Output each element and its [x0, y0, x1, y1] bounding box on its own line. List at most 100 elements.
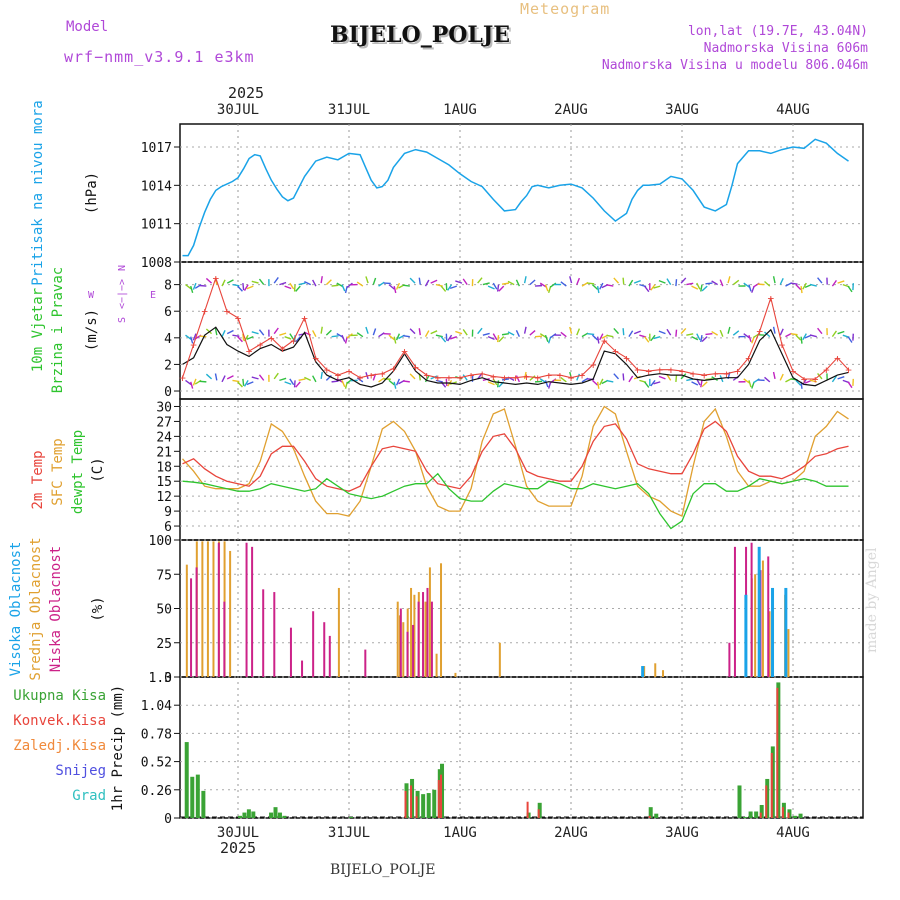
y-tick-label: 25 [156, 637, 172, 652]
high-cloud-bar [771, 587, 775, 677]
wind-arrow [587, 332, 595, 336]
wind-arrow [772, 326, 776, 334]
wind-arrow [779, 277, 784, 285]
mid-cloud-bar [654, 663, 657, 677]
wind-arrow [393, 381, 397, 389]
wind-arrow [496, 335, 500, 343]
wind-arrow [772, 371, 776, 380]
wind-arrow [691, 381, 699, 386]
y-tick-label: 21 [156, 445, 172, 460]
low-cloud-bar [412, 624, 415, 677]
wind-arrow [628, 330, 634, 338]
gust-marker: + [534, 372, 541, 385]
mid-cloud-bar [498, 642, 501, 677]
y-tick-label: 4 [164, 332, 172, 347]
wind-arrow [430, 375, 438, 380]
wind-arrow [653, 285, 661, 289]
day-label-bottom: 2AUG [554, 825, 588, 841]
low-cloud-bar [323, 622, 326, 677]
wind-arrow [295, 381, 301, 388]
wind-arrow [732, 279, 740, 286]
wind-arrow [440, 285, 447, 292]
wind-arrow [581, 377, 589, 383]
cloud-ylabel-high: Visoka Oblacnost [8, 542, 24, 677]
mid-cloud-bar [206, 541, 209, 677]
wind-arrow [449, 335, 458, 340]
convective-precip-bar [437, 780, 440, 818]
wind-arrow [273, 277, 279, 284]
total-precip-bar [277, 812, 282, 818]
wind-arrow [599, 378, 604, 386]
wind-arrow [705, 282, 713, 285]
wind-arrow [251, 376, 259, 380]
y-tick-label: 100 [149, 534, 172, 549]
y-tick-label: 1.3 [149, 671, 172, 686]
mid-cloud-bar [201, 541, 204, 677]
wind-arrow [304, 376, 312, 382]
wind-arrow [831, 279, 837, 287]
wind-arrow [613, 277, 620, 284]
y-tick-label: 18 [156, 460, 172, 475]
wind-arrow [279, 332, 287, 336]
wind-arrow [378, 281, 385, 287]
wind-arrow [748, 284, 752, 292]
wind-arrow [418, 277, 421, 285]
low-cloud-bar [195, 567, 198, 677]
wind-gust-line [181, 276, 849, 380]
wind-arrow [569, 276, 573, 284]
wind-arrow [523, 326, 527, 334]
wind-arrow [492, 333, 498, 341]
convective-precip-bar [781, 807, 784, 818]
page-title: BIJELO_POLJE [330, 22, 511, 48]
wind-arrow [402, 380, 410, 383]
total-precip-bar [282, 815, 287, 818]
gust-marker: + [434, 372, 441, 385]
model-label: Model [66, 19, 109, 35]
total-precip-bar [654, 813, 659, 818]
y-tick-label: 15 [156, 475, 172, 490]
wind-arrow [498, 285, 505, 292]
wind-arrow [312, 279, 317, 287]
wind-arrow [802, 333, 807, 341]
wind-arrow [402, 284, 410, 287]
gust-marker: + [212, 272, 219, 285]
wind-arrow [560, 377, 567, 383]
wind-arrow [650, 379, 656, 387]
wind-arrow [764, 280, 771, 287]
wind-arrow [192, 378, 197, 386]
wind-arrow [599, 333, 604, 341]
gust-marker: + [423, 369, 430, 382]
mid-cloud-bar [428, 567, 431, 677]
wind-arrow [691, 336, 699, 341]
low-cloud-bar [733, 546, 736, 677]
wind-arrow [680, 327, 687, 335]
wind-arrow [320, 326, 323, 334]
y-tick-label: 0.26 [141, 784, 172, 799]
gust-marker: + [668, 364, 675, 377]
y-tick-label: 0.78 [141, 727, 172, 742]
mid-cloud-bar [410, 587, 413, 677]
total-precip-bar [793, 815, 797, 818]
wind-arrow [809, 334, 817, 338]
wind-arrow [507, 280, 515, 286]
wind-arrow [507, 331, 515, 336]
gust-marker: + [779, 338, 786, 351]
gust-marker: + [368, 369, 375, 382]
wind-arrow [409, 277, 416, 284]
mid-cloud-bar [435, 653, 438, 677]
wind-arrow [284, 335, 292, 340]
wind-arrow [847, 381, 853, 389]
day-label-top: 2AUG [554, 102, 588, 118]
precip-legend-snow: Snijeg [55, 763, 106, 779]
wind-arrow [779, 373, 784, 381]
gust-marker: + [712, 368, 719, 381]
wind-arrow [221, 375, 226, 383]
low-cloud-bar [767, 556, 770, 677]
wind-arrow [447, 284, 453, 291]
wind-arrow [237, 336, 243, 343]
wind-arrow [576, 373, 581, 381]
wind-arrow [599, 282, 604, 290]
total-precip-bar [238, 815, 242, 818]
gust-marker: + [745, 352, 752, 365]
wind-arrow [675, 329, 678, 337]
